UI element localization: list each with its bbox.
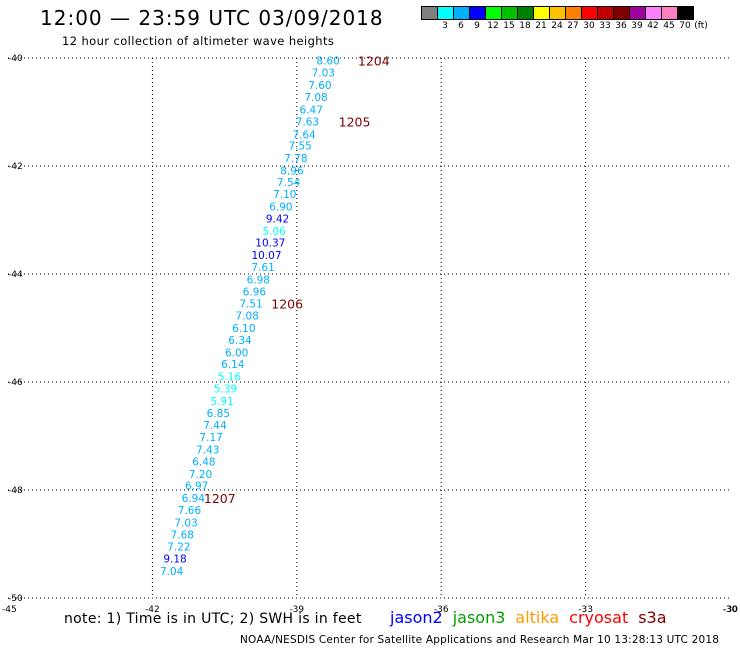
note-text: note: 1) Time is in UTC; 2) SWH is in fe… bbox=[64, 611, 362, 627]
wave-height-point: 7.17 bbox=[199, 432, 222, 444]
wave-height-point: 7.66 bbox=[178, 505, 202, 517]
wave-height-point: 7.51 bbox=[239, 299, 262, 311]
x-tick-label: -30 bbox=[723, 605, 738, 615]
wave-height-point: 6.98 bbox=[247, 274, 270, 286]
color-scale-label: (ft) bbox=[694, 21, 708, 31]
page-subtitle: 12 hour collection of altimeter wave hei… bbox=[62, 34, 335, 48]
wave-height-point: 8.96 bbox=[280, 165, 304, 177]
wave-height-point: 7.22 bbox=[167, 542, 190, 554]
wave-height-point: 10.07 bbox=[251, 250, 281, 262]
wave-height-point: 7.64 bbox=[292, 130, 316, 142]
color-scale: 3 6 9 12 15 18 21 24 27 30 33 36 39 42 45 70 (ft) bbox=[421, 6, 709, 31]
wave-height-point: 7.54 bbox=[277, 177, 301, 189]
x-tick-label: -39 bbox=[289, 605, 304, 615]
color-scale-label: 30 bbox=[583, 21, 595, 31]
wave-height-point: 8.60 bbox=[316, 56, 339, 68]
wave-height-point: 6.10 bbox=[232, 323, 255, 335]
color-scale-label: 42 bbox=[647, 21, 659, 31]
color-scale-label: 45 bbox=[663, 21, 675, 31]
wave-height-point: 6.00 bbox=[225, 347, 248, 359]
wave-height-point: 10.37 bbox=[255, 238, 285, 250]
wave-height-point: 7.04 bbox=[160, 566, 184, 578]
x-tick-label: -36 bbox=[434, 605, 449, 615]
satellite-legend: jason2 jason3 altika cryosat s3a bbox=[390, 608, 677, 627]
color-scale-label: 12 bbox=[487, 21, 499, 31]
color-swatch bbox=[677, 6, 694, 20]
color-scale-label: 9 bbox=[474, 21, 480, 31]
wave-height-point: 6.90 bbox=[269, 202, 292, 214]
wave-height-point: 5.39 bbox=[214, 383, 237, 395]
legend-item-jason2: jason2 bbox=[390, 608, 443, 627]
wave-height-point: 6.96 bbox=[243, 286, 267, 298]
wave-height-point: 7.68 bbox=[171, 529, 194, 541]
y-tick-label: -44 bbox=[8, 270, 23, 280]
y-tick-label: -42 bbox=[8, 162, 23, 172]
wave-height-point: 5.91 bbox=[210, 396, 233, 408]
x-tick-label: -33 bbox=[578, 605, 593, 615]
wave-height-point: 7.63 bbox=[296, 117, 319, 129]
y-tick-label: -50 bbox=[8, 594, 23, 604]
wave-height-point: 6.94 bbox=[182, 493, 206, 505]
wave-height-point: 6.97 bbox=[185, 481, 208, 493]
time-label: 1205 bbox=[339, 115, 371, 130]
color-scale-label: 33 bbox=[599, 21, 611, 31]
time-label: 1206 bbox=[271, 297, 303, 312]
wave-height-point: 7.03 bbox=[174, 517, 197, 529]
wave-height-point: 9.18 bbox=[163, 554, 186, 566]
color-scale-label: 24 bbox=[551, 21, 563, 31]
y-tick-label: -46 bbox=[8, 378, 23, 388]
wave-height-point: 5.16 bbox=[218, 372, 242, 384]
color-scale-label: 36 bbox=[615, 21, 627, 31]
wave-height-point: 7.78 bbox=[284, 153, 307, 165]
x-tick-label: -42 bbox=[145, 605, 160, 615]
wave-height-point: 7.43 bbox=[196, 445, 219, 457]
wave-height-point: 7.08 bbox=[236, 311, 259, 323]
corner-label: -30 bbox=[723, 605, 738, 615]
color-scale-label: 21 bbox=[535, 21, 547, 31]
wave-height-point: 7.44 bbox=[203, 420, 227, 432]
wave-height-point: 6.34 bbox=[228, 335, 252, 347]
wave-height-point: 7.03 bbox=[312, 68, 335, 80]
wave-height-point: 5.06 bbox=[262, 226, 286, 238]
wave-height-point: 7.08 bbox=[304, 92, 327, 104]
wave-height-point: 7.10 bbox=[273, 189, 296, 201]
legend-item-cryosat: cryosat bbox=[569, 608, 629, 627]
legend-item-altika: altika bbox=[515, 608, 560, 627]
color-scale-label: 39 bbox=[631, 21, 643, 31]
wave-height-point: 7.20 bbox=[189, 469, 212, 481]
wave-height-point: 6.85 bbox=[207, 408, 230, 420]
wave-height-point: 6.14 bbox=[221, 359, 245, 371]
color-scale-label: 6 bbox=[458, 21, 464, 31]
time-label: 1204 bbox=[358, 54, 390, 69]
color-scale-label: 18 bbox=[519, 21, 531, 31]
y-tick-label: -48 bbox=[8, 486, 23, 496]
corner-label: -45 bbox=[2, 605, 17, 615]
color-scale-label: 27 bbox=[567, 21, 579, 31]
footer-credit: NOAA/NESDIS Center for Satellite Applica… bbox=[240, 634, 720, 646]
color-scale-label: 70 bbox=[679, 21, 691, 31]
color-scale-label: 15 bbox=[503, 21, 515, 31]
legend-item-jason3: jason3 bbox=[452, 608, 506, 627]
wave-height-point: 6.47 bbox=[300, 104, 323, 116]
wave-height-point: 9.42 bbox=[266, 213, 289, 225]
y-tick-label: -40 bbox=[8, 54, 23, 64]
wave-height-point: 7.55 bbox=[288, 140, 311, 152]
wave-height-point: 7.60 bbox=[308, 80, 331, 92]
wave-height-point: 7.61 bbox=[251, 262, 274, 274]
page-title: 12:00 — 23:59 UTC 03/09/2018 bbox=[40, 6, 384, 30]
time-label: 1207 bbox=[204, 491, 236, 506]
wave-height-point: 6.48 bbox=[192, 456, 215, 468]
color-scale-label: 3 bbox=[442, 21, 448, 31]
legend-item-s3a: s3a bbox=[638, 608, 667, 627]
